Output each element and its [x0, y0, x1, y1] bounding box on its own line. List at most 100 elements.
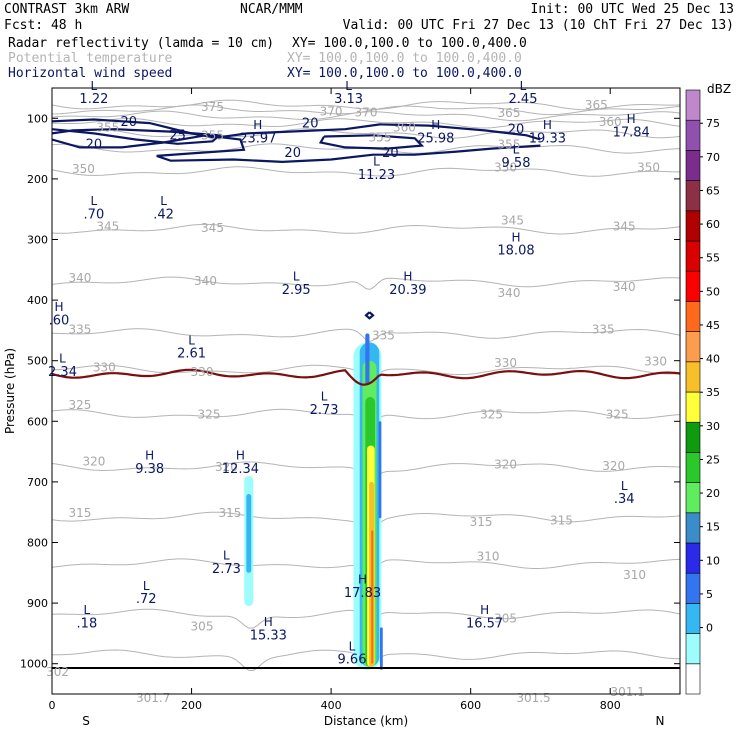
colorbar-swatch	[685, 603, 701, 634]
theta-label: 345	[613, 219, 636, 233]
theta-label: 340	[613, 280, 636, 294]
theta-label: 365	[498, 106, 521, 120]
theta-contour	[52, 223, 680, 235]
extremum-marker: H	[145, 449, 154, 463]
theta-label: 335	[372, 329, 395, 343]
extremum-value: 3.13	[334, 92, 363, 107]
wind-label: 20	[302, 116, 319, 131]
extremum-value: 15.33	[250, 629, 287, 644]
header-forecast: Fcst: 48 h	[4, 18, 82, 33]
extremum-marker: L	[59, 352, 66, 366]
theta-label: 301.5	[516, 691, 550, 705]
theta-label: 320	[494, 458, 517, 472]
colorbar-tick-label: 5	[706, 588, 713, 601]
wind-label: 20	[382, 146, 399, 161]
extremum-value: .42	[153, 207, 174, 222]
field-2-xy: XY= 100.0,100.0 to 100.0,400.0	[287, 51, 522, 66]
colorbar-tick-label: 40	[706, 353, 720, 366]
theta-label: 335	[592, 322, 615, 336]
theta-330-contour	[52, 368, 680, 386]
theta-label: 360	[393, 121, 416, 135]
extremum-marker: L	[143, 579, 150, 593]
theta-label: 315	[68, 506, 91, 520]
wind-25-contour	[318, 134, 425, 150]
theta-label: 305	[191, 619, 214, 633]
theta-contour	[52, 118, 680, 129]
extremum-value: 23.97	[239, 132, 276, 147]
extremum-value: 11.23	[358, 168, 395, 183]
extremum-marker: L	[91, 194, 98, 208]
colorbar-swatch	[685, 270, 701, 302]
extremum-value: 25.98	[417, 132, 454, 147]
colorbar-unit: dBZ	[707, 82, 731, 96]
extremum-value: 16.57	[466, 616, 503, 631]
theta-label: 320	[82, 455, 105, 469]
wind-20-contour	[52, 134, 541, 164]
x-end-label-south: S	[82, 714, 90, 728]
extremum-marker: H	[236, 449, 245, 463]
reflectivity-core	[378, 421, 382, 519]
extremum-value: .72	[136, 592, 157, 607]
extremum-marker: L	[513, 142, 520, 156]
theta-label: 340	[68, 271, 91, 285]
header-center: NCAR/MMM	[240, 2, 303, 17]
colorbar-swatch	[685, 361, 701, 393]
header-valid: Valid: 00 UTC Fri 27 Dec 13 (10 ChT Fri …	[343, 18, 734, 33]
extremum-value: .60	[49, 313, 70, 328]
header-init: Init: 00 UTC Wed 25 Dec 13	[531, 2, 735, 17]
theta-label: 365	[585, 98, 608, 112]
theta-contour	[52, 99, 680, 111]
wind-label: 20	[508, 122, 525, 137]
extremum-value: 12.34	[222, 462, 259, 477]
theta-label: 310	[623, 568, 646, 582]
y-tick-label: 400	[27, 294, 48, 307]
y-axis-title: Pressure (hPa)	[3, 348, 17, 434]
colorbar-swatch	[685, 301, 701, 332]
extremum-value: 2.34	[48, 365, 77, 380]
extremum-marker: L	[349, 639, 356, 653]
theta-label: 355	[369, 130, 392, 144]
colorbar-tick-label: 45	[706, 319, 720, 332]
y-tick-label: 900	[27, 597, 48, 610]
extremum-marker: L	[373, 155, 380, 169]
colorbar-swatch	[685, 663, 701, 695]
header-title: CONTRAST 3km ARW	[4, 2, 129, 17]
extremum-value: .70	[84, 207, 105, 222]
theta-label: 320	[215, 460, 238, 474]
extremum-value: 9.38	[135, 462, 164, 477]
x-axis-title: Distance (km)	[324, 714, 408, 728]
colorbar-swatch	[685, 119, 701, 151]
field-1-name: Radar reflectivity (lamda = 10 cm)	[8, 36, 274, 51]
x-tick-label: 400	[321, 699, 342, 712]
theta-label: 315	[550, 513, 573, 527]
theta-label: 355	[201, 129, 224, 143]
field-3-xy: XY= 100.0,100.0 to 100.0,400.0	[287, 66, 522, 81]
x-tick-label: 600	[460, 699, 481, 712]
theta-label: 325	[198, 407, 221, 421]
extremum-marker: H	[54, 300, 63, 314]
theta-label: 330	[93, 361, 116, 375]
colorbar-swatch	[685, 633, 701, 665]
theta-label: 340	[194, 274, 217, 288]
colorbar-tick-label: 0	[706, 622, 713, 635]
colorbar-tick-label: 15	[706, 521, 720, 534]
colorbar-swatch	[685, 482, 701, 514]
theta-label: 355	[96, 121, 119, 135]
extremum-value: 2.95	[282, 283, 311, 298]
colorbar-swatch	[685, 240, 701, 272]
theta-label: 325	[480, 407, 503, 421]
theta-label: 325	[68, 398, 91, 412]
wind-20-contour	[52, 118, 541, 141]
theta-label: 375	[201, 100, 224, 114]
extremum-value: 2.45	[509, 92, 538, 107]
colorbar-swatch	[685, 542, 701, 574]
theta-label: 301.1	[611, 685, 645, 699]
x-tick-label: 800	[600, 699, 621, 712]
theta-label: 345	[201, 221, 224, 235]
theta-contour	[52, 110, 680, 122]
y-tick-label: 800	[27, 537, 48, 550]
extremum-marker: L	[321, 390, 328, 404]
colorbar-tick-label: 50	[706, 285, 720, 298]
x-tick-label: 200	[181, 699, 202, 712]
reflectivity-core-weak	[246, 494, 252, 573]
